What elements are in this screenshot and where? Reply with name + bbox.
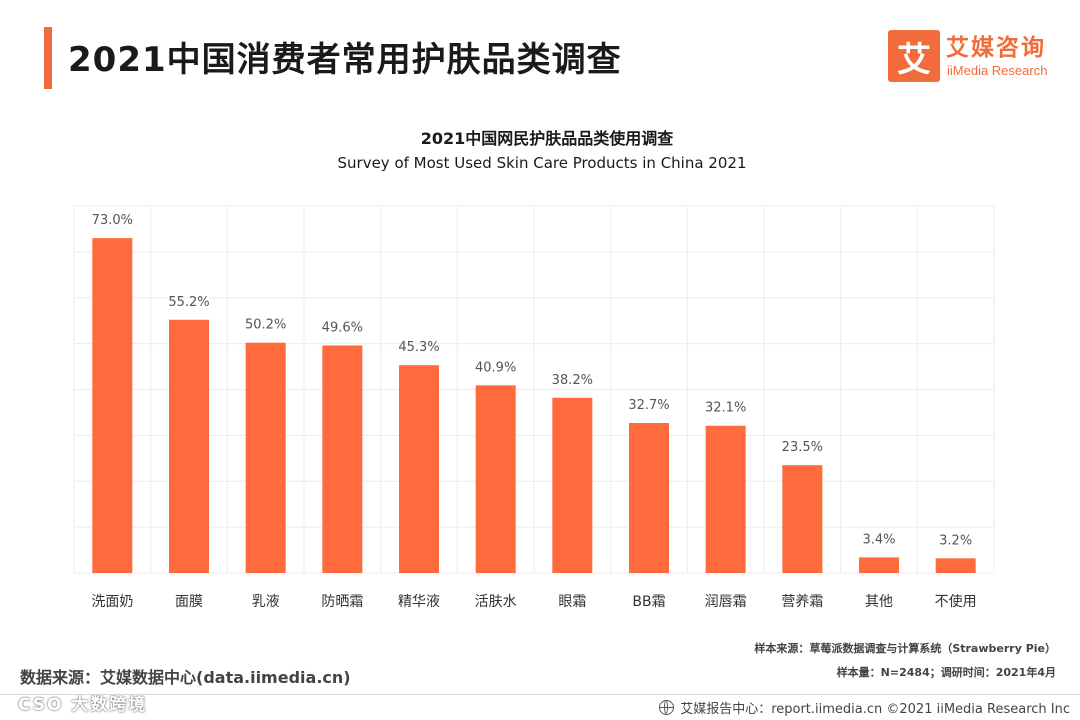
bar-3 — [322, 345, 363, 573]
bar-1 — [169, 319, 209, 573]
value-label-11: 3.2% — [939, 533, 972, 548]
page-title: 2021中国消费者常用护肤品类调查 — [68, 40, 622, 80]
category-label-1: 面膜 — [175, 594, 203, 610]
bar-6 — [552, 397, 593, 573]
title-accent-bar — [44, 27, 52, 89]
chart-value-labels: 73.0% 55.2% 50.2% 49.6% 45.3% 40.9% 38.2% 32.7%… — [92, 213, 973, 548]
logo-en-text: iiMedia Research — [947, 63, 1048, 78]
category-label-8: 润唇霜 — [705, 594, 747, 610]
footer-divider — [0, 694, 1080, 695]
chart-title: 2021中国网民护肤品品类使用调查 — [421, 129, 674, 148]
category-label-3: 防晒霜 — [321, 594, 363, 610]
value-label-2: 50.2% — [245, 318, 286, 333]
sample-size-note: 样本量：N=2484；调研时间：2021年4月 — [836, 666, 1056, 679]
logo-cn-text: 艾媒咨询 — [946, 35, 1046, 61]
logo-mark: 艾 — [888, 30, 940, 82]
bar-8 — [705, 425, 746, 573]
chart-subtitle: Survey of Most Used Skin Care Products i… — [338, 154, 747, 172]
globe-icon — [659, 700, 675, 715]
footer: 艾媒报告中心：report.iimedia.cn ©2021 iiMedia R… — [659, 698, 1070, 717]
category-label-5: 活肤水 — [475, 594, 517, 610]
sample-source-note: 样本来源：草莓派数据调查与计算系统（Strawberry Pie） — [754, 642, 1056, 655]
bar-11 — [935, 558, 976, 573]
value-label-3: 49.6% — [322, 320, 363, 335]
chart-category-labels: 洗面奶 面膜 乳液 防晒霜 精华液 活肤水 眼霜 BB霜 润唇霜 营养霜 其他 不使用 — [91, 593, 976, 610]
category-label-6: 眼霜 — [558, 594, 586, 610]
chart-bars — [92, 238, 976, 574]
bar-7 — [629, 422, 669, 573]
category-label-0: 洗面奶 — [91, 594, 133, 610]
value-label-1: 55.2% — [168, 295, 209, 310]
value-label-4: 45.3% — [398, 340, 439, 355]
iimedia-logo: 艾 艾媒咨询 iiMedia Research — [888, 30, 1063, 86]
footer-text: 艾媒报告中心：report.iimedia.cn ©2021 iiMedia R… — [680, 702, 1070, 717]
category-label-11: 不使用 — [935, 593, 977, 610]
bar-5 — [475, 385, 516, 573]
value-label-10: 3.4% — [862, 532, 895, 547]
bar-chart: 2021中国网民护肤品品类使用调查 Survey of Most Used Sk… — [73, 129, 995, 610]
value-label-8: 32.1% — [705, 401, 746, 416]
category-label-10: 其他 — [865, 594, 893, 610]
bar-0 — [92, 238, 133, 574]
value-label-7: 32.7% — [628, 398, 669, 413]
category-label-4: 精华液 — [398, 594, 440, 610]
data-source: 数据来源：艾媒数据中心(data.iimedia.cn) — [20, 668, 351, 687]
watermark: CSO 大数跨境 — [18, 695, 148, 715]
value-label-5: 40.9% — [475, 360, 516, 375]
chart-grid — [73, 205, 995, 574]
value-label-9: 23.5% — [782, 440, 823, 455]
category-label-9: 营养霜 — [781, 594, 823, 610]
bar-4 — [399, 365, 439, 573]
category-label-2: 乳液 — [252, 594, 280, 610]
value-label-0: 73.0% — [92, 213, 133, 228]
bar-10 — [859, 557, 899, 573]
bar-2 — [245, 342, 286, 573]
category-label-7: BB霜 — [632, 594, 665, 610]
value-label-6: 38.2% — [552, 373, 593, 388]
bar-9 — [782, 465, 823, 573]
